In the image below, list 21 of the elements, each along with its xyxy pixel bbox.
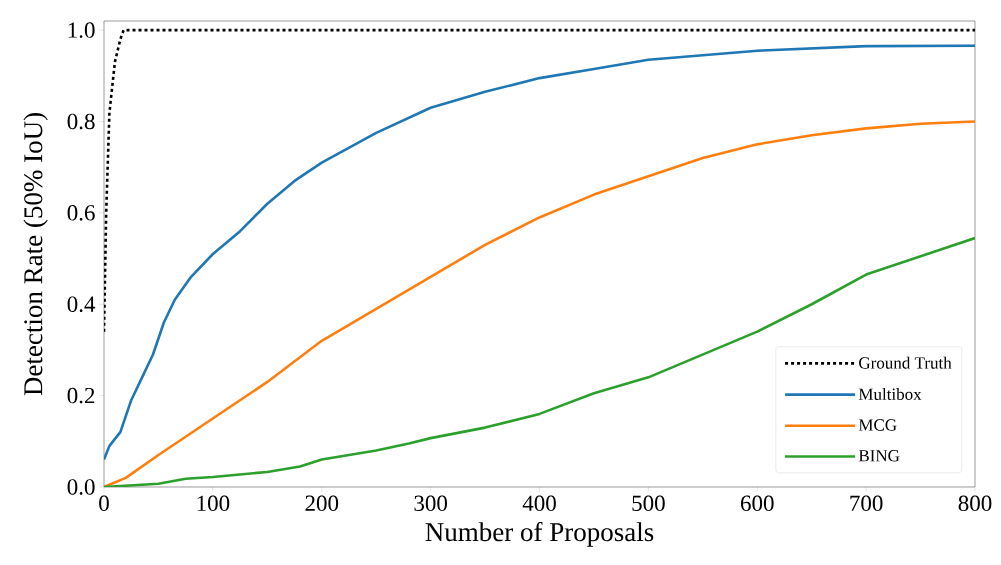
y-tick-label: 0.2 (67, 387, 95, 404)
legend-label: Multibox (858, 388, 922, 400)
legend-label: MCG (858, 419, 897, 431)
y-tick-label: 0.0 (67, 479, 95, 495)
x-axis-title: Number of Proposals (425, 521, 654, 547)
y-tick-label: 0.4 (67, 296, 96, 313)
y-tick-label: 1.0 (68, 22, 95, 38)
y-tick-label: 0.8 (67, 113, 95, 130)
x-tick-label: 500 (632, 495, 665, 512)
y-axis-title: Detection Rate (50% IoU) (23, 113, 48, 396)
legend-label: Ground Truth (859, 356, 952, 369)
x-tick-label: 400 (522, 495, 556, 512)
x-tick-label: 700 (850, 495, 883, 512)
legend-label: BING (858, 450, 900, 462)
y-tick-label: 0.6 (67, 205, 95, 221)
x-tick-label: 300 (414, 495, 448, 512)
x-tick-label: 800 (958, 495, 992, 512)
x-tick-label: 600 (740, 495, 774, 512)
x-tick-label: 200 (305, 495, 339, 512)
x-tick-label: 0 (99, 495, 109, 512)
x-tick-label: 100 (197, 495, 230, 512)
